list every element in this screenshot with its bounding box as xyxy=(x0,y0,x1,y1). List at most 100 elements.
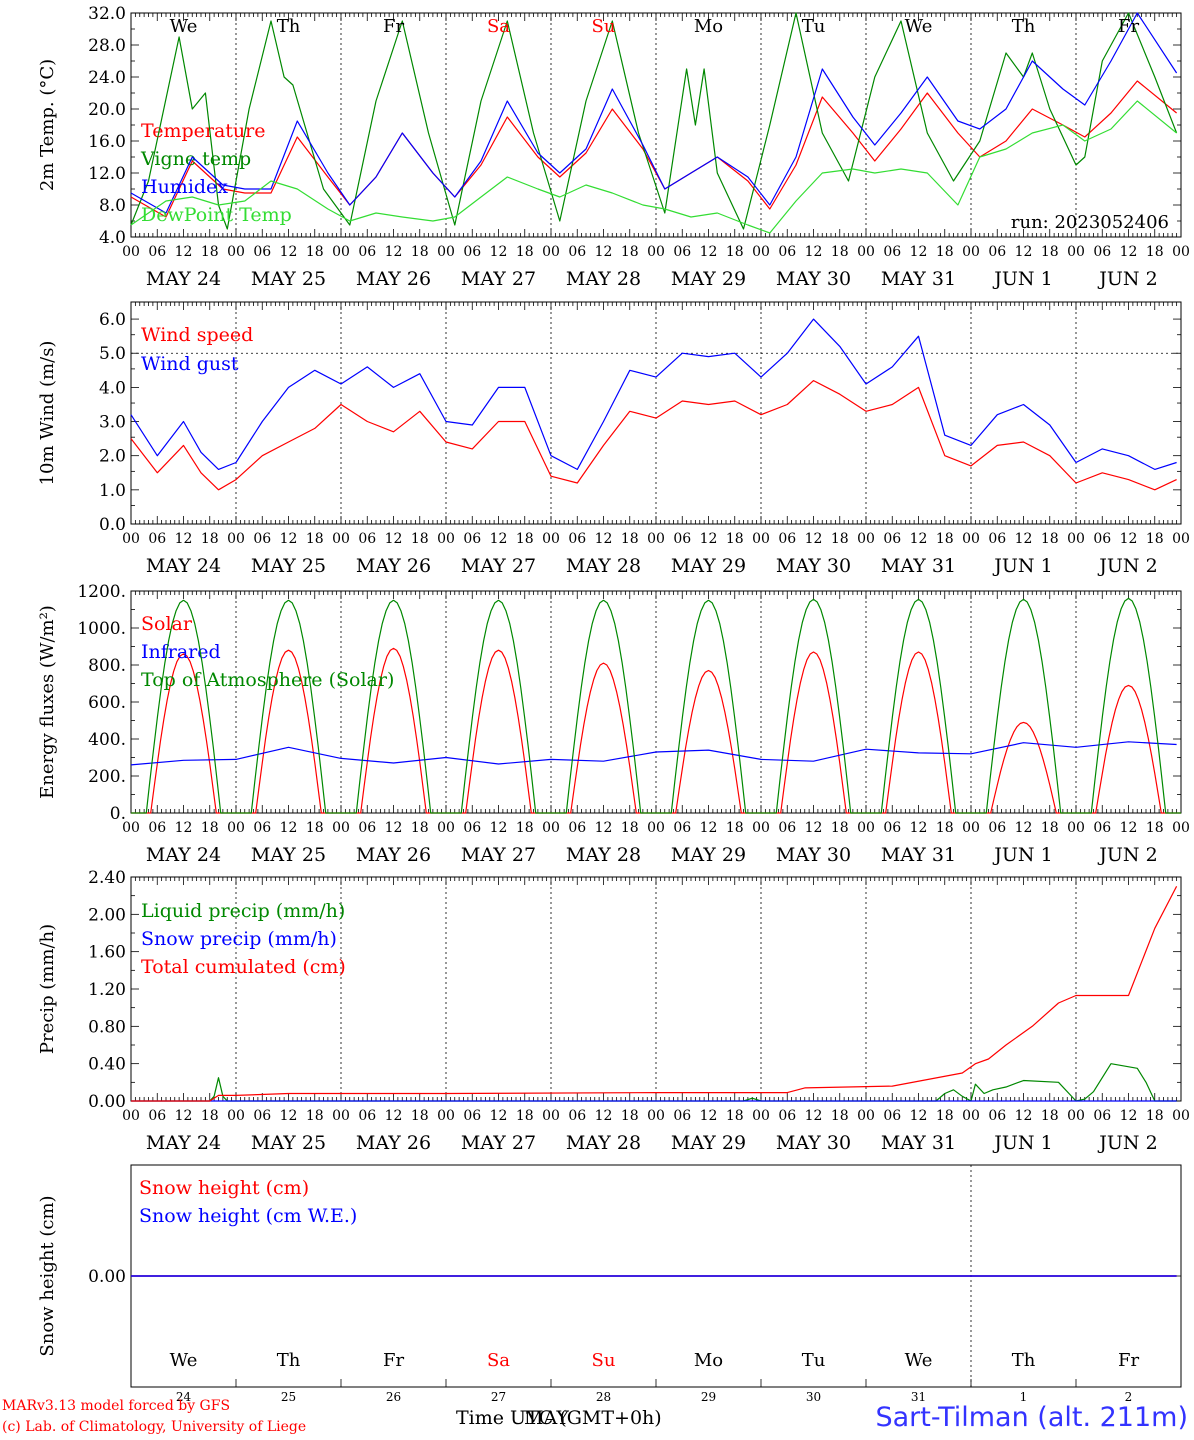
series-line-2 xyxy=(130,12,1178,230)
hour-tick-label: 06 xyxy=(253,820,271,836)
hour-tick-label: 12 xyxy=(1120,820,1138,836)
hour-tick-label: 00 xyxy=(542,820,560,836)
date-label: MAY 30 xyxy=(776,844,851,866)
hour-tick-label: 06 xyxy=(568,531,586,547)
run-label: run: 2023052406 xyxy=(1011,212,1169,233)
day-number-label: 2 xyxy=(1125,1390,1133,1404)
date-label: MAY 29 xyxy=(671,555,746,577)
hour-tick-label: 00 xyxy=(857,531,875,547)
y-tick-label: 24.0 xyxy=(88,68,126,88)
series-line-4 xyxy=(130,100,1177,234)
hour-tick-label: 06 xyxy=(358,1108,376,1124)
hour-tick-label: 00 xyxy=(542,531,560,547)
panel-5: 0.00 Snow height (cm) Snow height (cm) Snow… xyxy=(37,1164,1182,1404)
date-label: MAY 30 xyxy=(776,555,851,577)
day-number-label: 29 xyxy=(701,1390,716,1404)
hour-tick-label: 00 xyxy=(1067,820,1085,836)
hour-tick-label: 06 xyxy=(883,820,901,836)
hour-tick-label: 18 xyxy=(936,244,954,260)
hour-tick-label: 12 xyxy=(490,244,508,260)
date-label: JUN 1 xyxy=(992,1132,1052,1154)
y-tick-label: 8.0 xyxy=(99,196,126,216)
weekday-label: Tu xyxy=(802,16,826,37)
hour-tick-label: 06 xyxy=(1093,820,1111,836)
y-tick-label: 2.0 xyxy=(99,447,126,467)
hour-tick-label: 18 xyxy=(1041,820,1059,836)
hour-tick-label: 00 xyxy=(437,820,455,836)
hour-tick-label: 00 xyxy=(647,1108,665,1124)
series-line-2 xyxy=(130,318,1177,470)
station-name: Sart-Tilman (alt. 211m) xyxy=(875,1402,1188,1433)
weekday-label: Su xyxy=(592,16,616,37)
hour-tick-label: 06 xyxy=(148,820,166,836)
hour-tick-label: 18 xyxy=(726,1108,744,1124)
date-label: MAY 25 xyxy=(251,555,326,577)
model-credit: MARv3.13 model forced by GFS xyxy=(2,1398,231,1414)
day-number-label: 30 xyxy=(806,1390,821,1404)
series-line-3 xyxy=(131,597,1181,814)
hour-tick-label: 00 xyxy=(332,820,350,836)
hour-tick-label: 06 xyxy=(673,244,691,260)
panel-4: 0.00 0.40 0.80 1.20 1.60 2.00 2.40 Precip (mm/h… xyxy=(37,868,1190,1154)
hour-tick-label: 18 xyxy=(1146,531,1164,547)
series-line-3 xyxy=(131,886,1178,1102)
y-tick-label: 0.00 xyxy=(88,1267,126,1287)
hour-tick-label: 12 xyxy=(490,531,508,547)
hour-tick-label: 12 xyxy=(805,531,823,547)
hour-tick-label: 18 xyxy=(201,531,219,547)
date-label: JUN 1 xyxy=(992,268,1052,290)
hour-tick-label: 18 xyxy=(411,244,429,260)
hour-tick-label: 06 xyxy=(1093,244,1111,260)
hour-tick-label: 12 xyxy=(700,531,718,547)
date-label: MAY 25 xyxy=(251,268,326,290)
hour-tick-label: 12 xyxy=(700,1108,718,1124)
hour-tick-label: 12 xyxy=(805,244,823,260)
hour-tick-label: 00 xyxy=(122,531,140,547)
hour-tick-label: 00 xyxy=(962,1108,980,1124)
y-tick-label: 1.0 xyxy=(99,481,126,501)
hour-tick-label: 18 xyxy=(621,1108,639,1124)
hour-tick-label: 00 xyxy=(962,820,980,836)
y-tick-label: 20.0 xyxy=(88,100,126,120)
date-label: JUN 2 xyxy=(1097,1132,1157,1154)
hour-tick-label: 12 xyxy=(910,1108,928,1124)
hour-tick-label: 18 xyxy=(831,531,849,547)
hour-tick-label: 12 xyxy=(1015,820,1033,836)
y-tick-label: 28.0 xyxy=(88,36,126,56)
hour-tick-label: 18 xyxy=(621,531,639,547)
hour-tick-label: 18 xyxy=(306,531,324,547)
hour-tick-label: 06 xyxy=(463,244,481,260)
hour-tick-label: 06 xyxy=(253,531,271,547)
date-label: MAY 31 xyxy=(881,555,956,577)
date-label: JUN 1 xyxy=(992,844,1052,866)
hour-tick-label: 00 xyxy=(542,1108,560,1124)
hour-tick-label: 12 xyxy=(1120,531,1138,547)
date-label: MAY 27 xyxy=(461,844,536,866)
y-tick-label: 4.0 xyxy=(99,228,126,248)
hour-tick-label: 12 xyxy=(700,244,718,260)
panel-1: 4.0 8.0 12.0 16.0 20.0 24.0 28.0 32.0 2m Temp. (… xyxy=(37,4,1190,290)
hour-tick-label: 18 xyxy=(516,820,534,836)
hour-tick-label: 12 xyxy=(385,1108,403,1124)
hour-tick-label: 06 xyxy=(883,1108,901,1124)
hour-tick-label: 06 xyxy=(673,820,691,836)
date-label: MAY 28 xyxy=(566,555,641,577)
y-tick-label: 0.80 xyxy=(88,1017,126,1037)
weekday-label: We xyxy=(170,16,198,37)
legend-entry-1: Snow height (cm) xyxy=(139,1177,309,1199)
legend-entry-3: Total cumulated (cm) xyxy=(141,956,346,978)
weekday-label: We xyxy=(905,1350,933,1371)
date-label: MAY 29 xyxy=(671,1132,746,1154)
hour-tick-label: 12 xyxy=(910,244,928,260)
hour-tick-label: 12 xyxy=(280,820,298,836)
date-label: MAY 31 xyxy=(881,268,956,290)
hour-tick-label: 12 xyxy=(595,820,613,836)
date-label: MAY 31 xyxy=(881,844,956,866)
legend-entry-2: Wind gust xyxy=(141,353,239,375)
hour-tick-label: 12 xyxy=(175,820,193,836)
hour-tick-label: 00 xyxy=(122,244,140,260)
hour-tick-label: 00 xyxy=(437,1108,455,1124)
hour-tick-label: 06 xyxy=(148,1108,166,1124)
legend-entry-1: Temperature xyxy=(141,120,265,142)
weekday-label: Su xyxy=(592,1350,616,1371)
